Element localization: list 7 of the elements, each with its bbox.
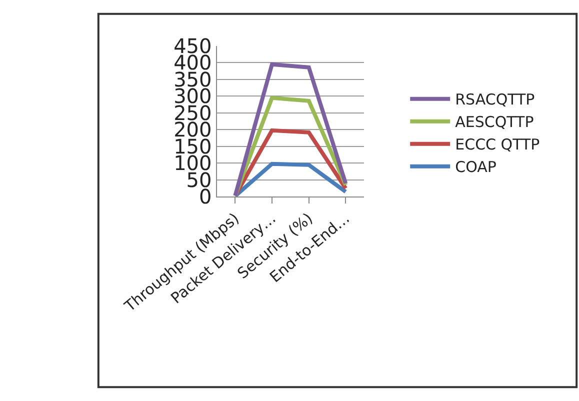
line-series bbox=[233, 62, 348, 197]
line-series bbox=[233, 162, 348, 197]
legend-label: COAP bbox=[455, 158, 496, 176]
legend-label: RSACQTTP bbox=[455, 90, 535, 109]
line-series bbox=[233, 128, 348, 197]
legend-label: ECCC QTTP bbox=[455, 136, 540, 154]
legend-label: AESCQTTP bbox=[455, 113, 534, 132]
